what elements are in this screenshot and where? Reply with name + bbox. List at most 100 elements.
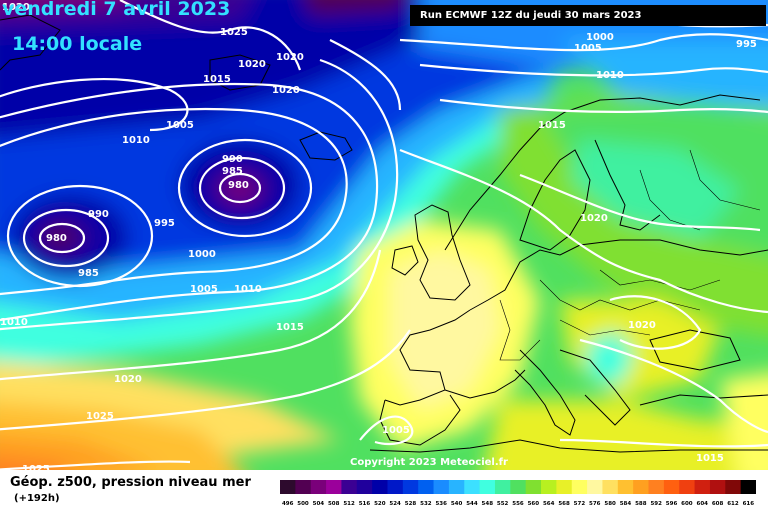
- scale-swatch: [510, 480, 527, 494]
- run-info: Run ECMWF 12Z du jeudi 30 mars 2023: [410, 5, 766, 26]
- isobar-label: 1010: [0, 317, 28, 328]
- scale-tick-label: 600: [681, 501, 693, 507]
- isobar-label: 1020: [114, 374, 142, 385]
- scale-tick-label: 592: [650, 501, 662, 507]
- scale-swatch: [464, 480, 481, 494]
- scale-swatch: [402, 480, 419, 494]
- isobar-label: 1005: [574, 43, 602, 54]
- scale-tick-label: 596: [666, 501, 678, 507]
- colour-scale: 496 500 504 508 512 516 520 524 528 532 536 540 544 5…: [280, 480, 756, 507]
- scale-tick-label: 520: [374, 501, 386, 507]
- scale-tick-label: 552: [497, 501, 509, 507]
- scale-tick-label: 532: [420, 501, 432, 507]
- isobar-label: 1015: [203, 74, 231, 85]
- scale-tick-label: 560: [528, 501, 540, 507]
- isobar-label: 1020: [628, 320, 656, 331]
- scale-swatch: [556, 480, 573, 494]
- isobar-label: 1015: [276, 322, 304, 333]
- scale-swatch: [295, 480, 312, 494]
- isobar-label: 985: [222, 166, 243, 177]
- scale-swatch: [372, 480, 388, 494]
- scale-tick-label: 580: [604, 501, 616, 507]
- scale-swatch: [356, 480, 373, 494]
- scale-swatch: [494, 480, 511, 494]
- scale-tick-label: 528: [405, 501, 417, 507]
- isobar-label: 1025: [86, 411, 114, 422]
- scale-tick-label: 512: [343, 501, 355, 507]
- scale-swatch: [341, 480, 358, 494]
- scale-tick-label: 548: [482, 501, 494, 507]
- isobar-label: 1020: [2, 2, 30, 13]
- scale-swatch: [663, 480, 680, 494]
- scale-tick-label: 500: [297, 501, 309, 507]
- isobars: [0, 0, 768, 470]
- scale-tick-label: 564: [543, 501, 555, 507]
- scale-swatch: [740, 480, 756, 494]
- scale-swatch: [310, 480, 327, 494]
- isobar-label: 1020: [276, 52, 304, 63]
- isobar-label: 980: [46, 233, 67, 244]
- scale-tick-label: 584: [620, 501, 632, 507]
- forecast-map: 1020102510201020101510201005101099098598…: [0, 0, 768, 470]
- scale-swatch: [280, 480, 296, 494]
- scale-tick-label: 540: [451, 501, 463, 507]
- scale-swatch: [648, 480, 665, 494]
- scale-swatch: [326, 480, 342, 494]
- scale-swatch: [433, 480, 450, 494]
- scale-swatch: [602, 480, 619, 494]
- scale-tick-label: 556: [512, 501, 524, 507]
- isobar-label: 1010: [122, 135, 150, 146]
- isobar-label: 990: [222, 154, 243, 165]
- isobar-label: 1025: [22, 464, 50, 470]
- forecast-time: 14:00 locale: [12, 33, 143, 55]
- scale-tick-label: 576: [589, 501, 601, 507]
- scale-swatch: [479, 480, 496, 494]
- scale-swatch: [709, 480, 726, 494]
- scale-swatch: [617, 480, 634, 494]
- scale-tick-label: 572: [574, 501, 586, 507]
- isobar-label: 1010: [234, 284, 262, 295]
- isobar-label: 1000: [586, 32, 614, 43]
- isobar-label: 1020: [238, 59, 266, 70]
- scale-tick-label: 516: [359, 501, 371, 507]
- forecast-hour: (+192h): [14, 493, 60, 504]
- isobar-label: 1000: [188, 249, 216, 260]
- isobar-label: 1025: [220, 27, 248, 38]
- copyright-notice: Copyright 2023 Meteociel.fr: [350, 457, 508, 468]
- forecast-date: vendredi 7 avril 2023: [2, 0, 231, 20]
- isobar-label: 1005: [190, 284, 218, 295]
- legend-panel: Géop. z500, pression niveau mer (+192h) …: [0, 470, 768, 512]
- scale-swatch: [541, 480, 557, 494]
- scale-swatch: [694, 480, 711, 494]
- isobar-label: 1005: [166, 120, 194, 131]
- legend-title: Géop. z500, pression niveau mer: [10, 475, 251, 490]
- isobar-labels: 1020102510201020101510201005101099098598…: [0, 2, 757, 470]
- isobar-label: 1005: [382, 425, 410, 436]
- scale-swatch: [679, 480, 696, 494]
- scale-tick-label: 536: [435, 501, 447, 507]
- scale-swatch: [571, 480, 588, 494]
- scale-tick-label: 544: [466, 501, 478, 507]
- isobar-label: 1020: [272, 85, 300, 96]
- isobar-label: 1020: [580, 213, 608, 224]
- isobar-label: 1015: [696, 453, 724, 464]
- scale-swatch: [525, 480, 542, 494]
- isobar-label: 995: [154, 218, 175, 229]
- scale-tick-label: 612: [727, 501, 739, 507]
- isobar-label: 995: [736, 39, 757, 50]
- scale-tick-label: 588: [635, 501, 647, 507]
- scale-tick-label: 496: [282, 501, 294, 507]
- scale-tick-label: 608: [712, 501, 724, 507]
- isobar-label: 990: [88, 209, 109, 220]
- scale-swatch: [418, 480, 435, 494]
- scale-swatch: [448, 480, 465, 494]
- scale-swatch: [725, 480, 742, 494]
- scale-tick-label: 508: [328, 501, 340, 507]
- scale-swatch: [387, 480, 404, 494]
- scale-tick-label: 616: [743, 501, 755, 507]
- isobar-label: 1010: [596, 70, 624, 81]
- isobar-label: 985: [78, 268, 99, 279]
- scale-tick-label: 504: [313, 501, 325, 507]
- scale-tick-label: 604: [697, 501, 709, 507]
